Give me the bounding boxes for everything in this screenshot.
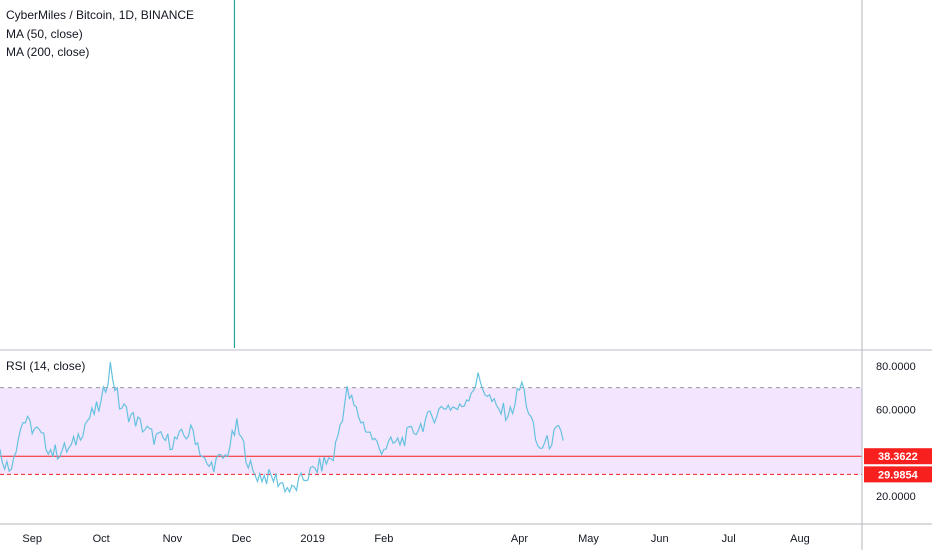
time-tick-label: Apr bbox=[511, 533, 528, 545]
rsi-legend[interactable]: RSI (14, close) bbox=[6, 359, 86, 373]
rsi-tick-label: 60.0000 bbox=[876, 404, 916, 416]
symbol-legend[interactable]: CyberMiles / Bitcoin, 1D, BINANCE bbox=[6, 8, 195, 22]
time-tick-label: Oct bbox=[93, 533, 110, 545]
time-tick-label: Sep bbox=[22, 533, 42, 545]
rsi-tick-label: 20.0000 bbox=[876, 491, 916, 503]
rsi-line[interactable] bbox=[0, 361, 564, 494]
rsi-last-label: 38.3622 bbox=[878, 451, 918, 463]
rsi-last-tag[interactable] bbox=[864, 448, 932, 465]
time-tick-label: Nov bbox=[163, 533, 183, 545]
time-tick-label: May bbox=[578, 533, 599, 545]
rsi-low-tag[interactable] bbox=[864, 466, 932, 483]
rsi-tick-label: 80.0000 bbox=[876, 361, 916, 373]
time-tick-label: 2019 bbox=[300, 533, 324, 545]
rsi-band bbox=[0, 387, 862, 475]
rsi-low-label: 29.9854 bbox=[878, 469, 919, 481]
ma50-legend[interactable]: MA (50, close) bbox=[6, 27, 83, 41]
ma200-legend[interactable]: MA (200, close) bbox=[6, 45, 90, 59]
price-pane[interactable] bbox=[0, 0, 862, 348]
time-tick-label: Jul bbox=[722, 533, 736, 545]
time-tick-label: Aug bbox=[790, 533, 810, 545]
rsi-pane[interactable] bbox=[0, 361, 862, 494]
time-tick-label: Jun bbox=[651, 533, 669, 545]
time-tick-label: Dec bbox=[232, 533, 252, 545]
time-tick-label: Feb bbox=[374, 533, 393, 545]
